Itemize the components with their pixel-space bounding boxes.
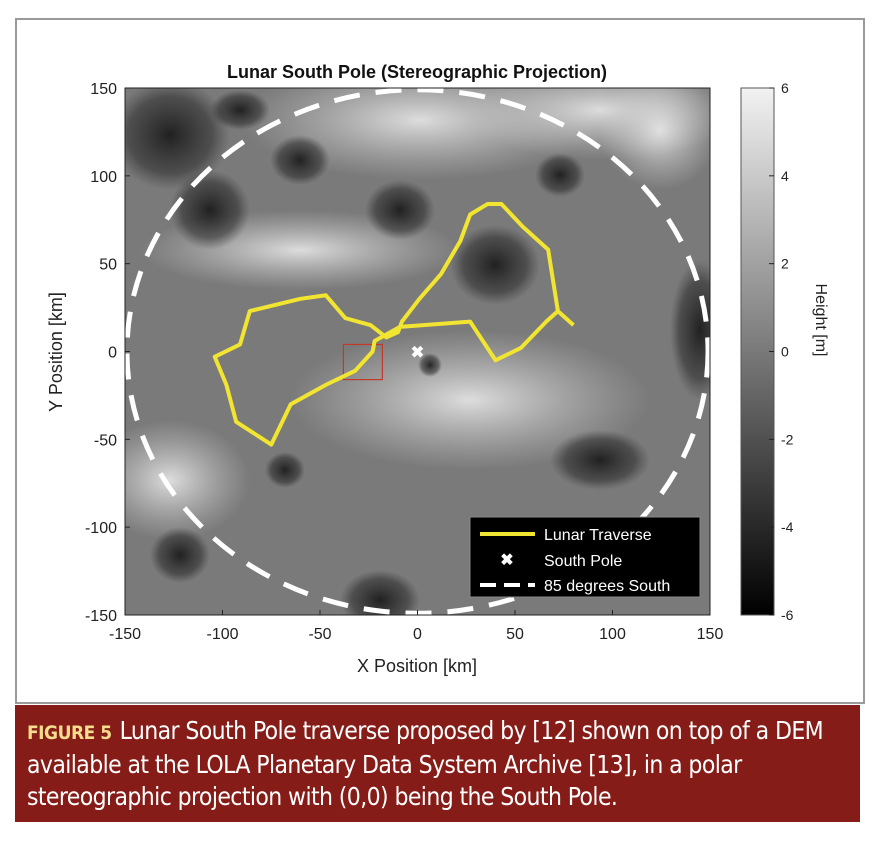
south-pole-marker: ✖ — [411, 345, 424, 362]
caption-label: FIGURE 5 — [27, 722, 112, 744]
lunar-traverse-line — [212, 201, 575, 447]
chart-title: Lunar South Pole (Stereographic Projecti… — [227, 62, 607, 82]
colorbar-tick-label: -2 — [781, 431, 794, 447]
x-tick-label: 150 — [697, 626, 724, 643]
dem-background: ✖ — [125, 88, 710, 615]
x-tick-label: -50 — [308, 626, 331, 643]
legend-pole-marker: ✖ — [500, 552, 513, 569]
y-tick-label: 100 — [90, 169, 117, 186]
y-tick-label: 0 — [108, 345, 117, 362]
colorbar-label: Height [m] — [812, 284, 829, 357]
y-tick-label: -50 — [94, 432, 117, 449]
x-tick-label: 0 — [413, 626, 422, 643]
y-axis-label: Y Position [km] — [46, 292, 66, 412]
colorbar-tick-label: 2 — [781, 256, 789, 272]
colorbar-tick-label: 0 — [781, 344, 789, 360]
y-tick-label: -150 — [85, 608, 117, 625]
region-of-interest-box — [342, 343, 383, 381]
colorbar-tick-label: -4 — [781, 519, 794, 535]
legend-traverse-label: Lunar Traverse — [544, 527, 652, 544]
x-tick-label: -100 — [206, 626, 238, 643]
caption-text: Lunar South Pole traverse proposed by [1… — [27, 716, 824, 811]
legend-circle-label: 85 degrees South — [544, 578, 670, 595]
figure-caption: FIGURE 5 Lunar South Pole traverse propos… — [15, 705, 860, 822]
x-tick-label: -150 — [109, 626, 141, 643]
legend-pole-label: South Pole — [544, 553, 622, 570]
x-tick-label: 50 — [506, 626, 524, 643]
x-axis-label: X Position [km] — [357, 656, 477, 676]
chart: Lunar South Pole (Stereographic Projecti… — [46, 62, 829, 676]
colorbar — [740, 87, 775, 616]
legend: Lunar Traverse ✖ South Pole 85 degrees S… — [469, 516, 701, 598]
x-tick-label: 100 — [599, 626, 626, 643]
y-tick-label: 50 — [99, 257, 117, 274]
y-tick-label: -100 — [85, 520, 117, 537]
colorbar-tick-label: 6 — [781, 80, 789, 96]
colorbar-tick-label: 4 — [781, 168, 789, 184]
y-tick-label: 150 — [90, 81, 117, 98]
colorbar-tick-label: -6 — [781, 607, 794, 623]
